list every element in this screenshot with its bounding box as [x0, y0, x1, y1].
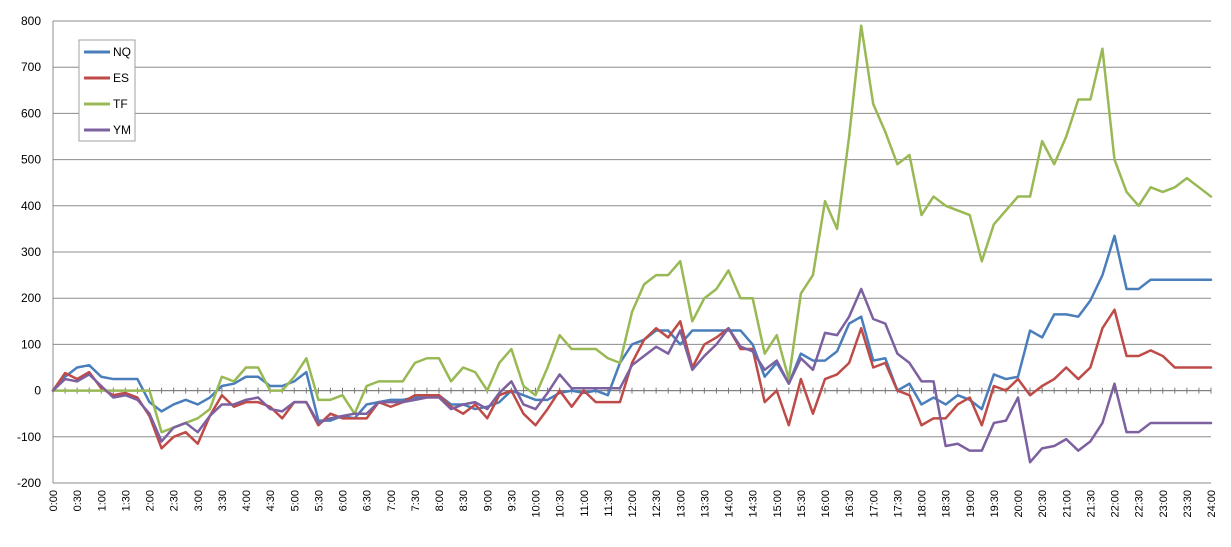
x-tick-label: 22:30 [1134, 490, 1146, 518]
y-tick-label: 700 [21, 60, 41, 74]
y-tick-label: -100 [17, 430, 41, 444]
x-tick-label: 16:00 [820, 490, 832, 518]
x-tick-label: 15:00 [772, 490, 784, 518]
x-tick-label: 14:30 [748, 490, 760, 518]
x-tick-label: 11:30 [603, 490, 615, 517]
x-tick-label: 4:00 [241, 490, 253, 511]
x-tick-label: 7:30 [410, 490, 422, 511]
y-tick-label: 500 [21, 153, 41, 167]
y-tick-label: 200 [21, 291, 41, 305]
x-tick-label: 17:00 [868, 490, 880, 518]
x-tick-label: 6:30 [362, 490, 374, 511]
x-tick-label: 21:00 [1061, 490, 1073, 518]
x-tick-label: 24:00 [1206, 490, 1218, 518]
legend-label-es: ES [113, 71, 129, 85]
x-tick-label: 9:30 [506, 490, 518, 511]
x-tick-label: 1:00 [96, 490, 108, 511]
legend-box [78, 39, 136, 142]
axes: -200 -100 0 100 200 300 400 500 600 700 800 0:00 0:3… [17, 14, 1218, 518]
x-tick-label: 5:30 [313, 490, 325, 511]
y-tick-label: 800 [21, 14, 41, 28]
x-tick-label: 19:30 [989, 490, 1001, 518]
x-tick-label: 1:30 [120, 490, 132, 511]
y-tick-label: 0 [34, 384, 41, 398]
legend: NQ ES TF YM [78, 39, 136, 142]
legend-label-tf: TF [113, 97, 128, 111]
legend-label-nq: NQ [113, 45, 131, 59]
y-tick-label: 600 [21, 106, 41, 120]
y-tick-label: 100 [21, 337, 41, 351]
x-tick-label: 5:00 [289, 490, 301, 511]
x-tick-label: 18:00 [917, 490, 929, 518]
x-tick-label: 3:30 [217, 490, 229, 511]
x-tick-label: 7:00 [386, 490, 398, 511]
y-tick-label: -200 [17, 476, 41, 490]
x-tick-label: 14:00 [724, 490, 736, 518]
x-tick-label: 21:30 [1085, 490, 1097, 518]
x-tick-label: 13:00 [675, 490, 687, 518]
y-tick-label: 300 [21, 245, 41, 259]
series-line-tf [51, 24, 1213, 434]
legend-label-ym: YM [113, 123, 131, 137]
gridlines [53, 20, 1211, 484]
x-tick-label: 10:30 [555, 490, 567, 518]
x-tick-label: 2:00 [145, 490, 157, 511]
y-tick-label: 400 [21, 199, 41, 213]
x-tick-label: 6:00 [338, 490, 350, 511]
x-tick-label: 9:00 [482, 490, 494, 511]
x-tick-label: 22:00 [1110, 490, 1122, 518]
x-tick-label: 16:30 [844, 490, 856, 518]
x-tick-label: 4:30 [265, 490, 277, 511]
x-tick-label: 20:00 [1013, 490, 1025, 518]
series-lines [51, 24, 1213, 464]
x-tick-label: 19:00 [965, 490, 977, 518]
x-tick-label: 0:30 [72, 490, 84, 511]
x-tick-label: 12:30 [651, 490, 663, 518]
x-tick-label: 18:30 [941, 490, 953, 518]
x-tick-label: 2:30 [169, 490, 181, 511]
x-tick-label: 13:30 [699, 490, 711, 518]
x-tick-label: 20:30 [1037, 490, 1049, 518]
x-tick-label: 8:00 [434, 490, 446, 511]
x-tick-label: 0:00 [48, 490, 60, 511]
x-tick-label: 23:00 [1158, 490, 1170, 518]
series-line-nq [51, 234, 1213, 422]
x-tick-label: 12:00 [627, 490, 639, 518]
series-line-es [51, 308, 1213, 450]
x-tick-label: 10:00 [531, 490, 543, 518]
x-tick-label: 17:30 [892, 490, 904, 518]
x-tick-label: 11:00 [579, 490, 591, 517]
x-tick-label: 8:30 [458, 490, 470, 511]
x-tick-label: 23:30 [1182, 490, 1194, 518]
x-tick-label: 3:00 [193, 490, 205, 511]
series-line-ym [51, 287, 1213, 464]
x-tick-label: 15:30 [796, 490, 808, 518]
